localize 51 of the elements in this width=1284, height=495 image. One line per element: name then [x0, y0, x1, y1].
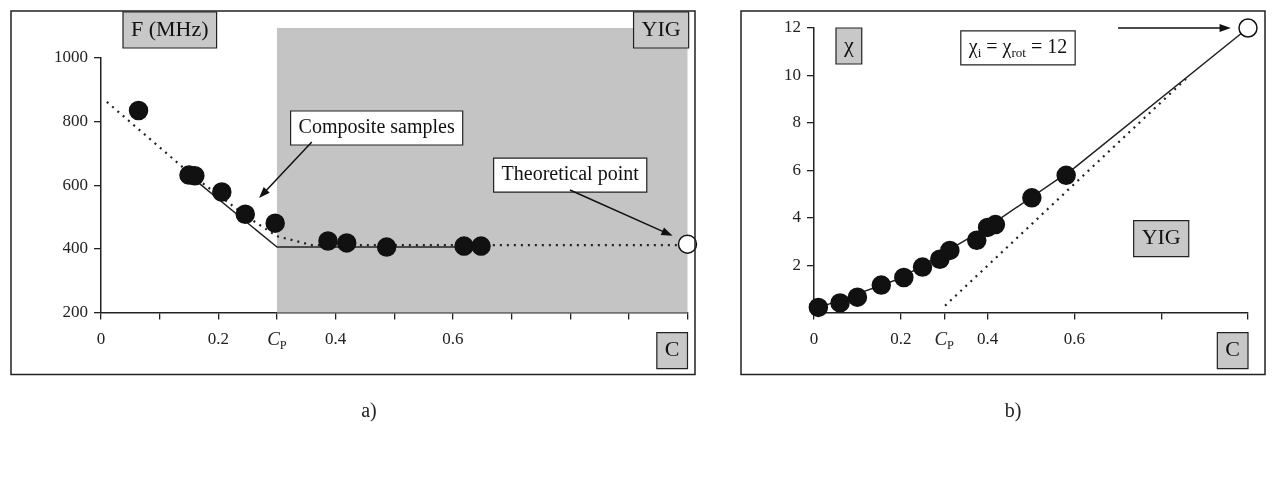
annotation: YIG [1141, 224, 1181, 250]
x-axis-title: C [664, 336, 680, 362]
x-tick-label: 0.2 [207, 329, 229, 349]
y-tick-label: 200 [62, 302, 88, 322]
text: a) [361, 399, 377, 423]
point [912, 257, 933, 277]
x-tick-label: 0.4 [324, 329, 347, 349]
x-tick-label: 0 [96, 329, 106, 349]
x-tick-label: 0 [809, 329, 819, 349]
y-tick-label: 800 [62, 111, 88, 131]
point [871, 275, 892, 295]
point [235, 204, 256, 225]
point [847, 287, 868, 307]
point [336, 233, 357, 253]
y-tick-label: 2 [792, 254, 801, 274]
point [454, 236, 474, 256]
y-tick-label: 400 [62, 238, 88, 258]
point [677, 234, 698, 254]
y-tick-label: 10 [784, 64, 801, 84]
point [985, 214, 1006, 235]
annotation: Theoretical point [501, 162, 640, 186]
text: b) [1004, 399, 1022, 423]
point [808, 297, 829, 318]
point [940, 240, 960, 261]
x-axis-title: C [1225, 336, 1241, 362]
y-axis-title: χ [843, 31, 854, 57]
point [376, 237, 397, 257]
y-tick-label: 1000 [54, 47, 88, 67]
point [318, 231, 338, 251]
point [265, 213, 285, 233]
point [1238, 18, 1258, 38]
text: YIG [641, 15, 681, 41]
point [212, 182, 232, 202]
y-tick-label: 6 [792, 159, 801, 179]
y-tick-label: 12 [784, 17, 801, 37]
point [128, 100, 149, 121]
annotation: Composite samples [298, 115, 455, 139]
point [1022, 188, 1042, 208]
point [894, 267, 914, 288]
x-tick-label: 0.2 [890, 329, 912, 349]
y-axis-title: F (MHz) [131, 15, 209, 41]
point [967, 230, 987, 251]
y-tick-label: 8 [792, 112, 801, 132]
y-tick-label: 600 [62, 174, 88, 194]
point [830, 293, 850, 313]
x-tick-label: 0.6 [1063, 329, 1086, 349]
x-tick-label: 0.4 [976, 329, 999, 349]
x-tick-label: 0.6 [442, 329, 464, 349]
y-tick-label: 4 [792, 207, 802, 227]
point [471, 236, 491, 256]
point [1056, 165, 1076, 186]
